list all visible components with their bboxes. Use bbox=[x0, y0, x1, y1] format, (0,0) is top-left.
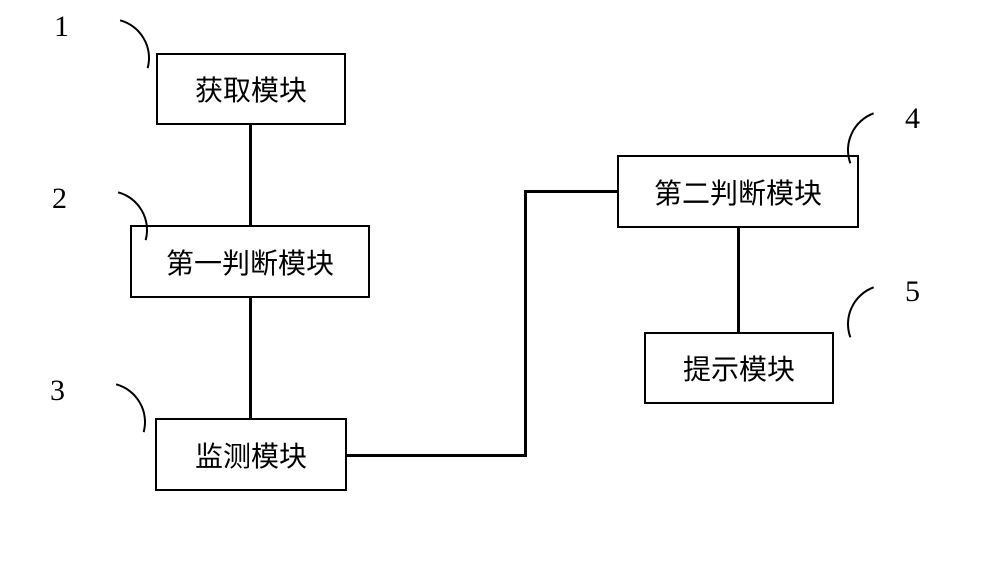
node2-number: 2 bbox=[52, 182, 67, 216]
edge-4 bbox=[524, 190, 527, 457]
node1-number: 1 bbox=[54, 10, 69, 44]
edge-5 bbox=[524, 190, 617, 193]
node2-box: 第一判断模块 bbox=[130, 225, 370, 298]
node4-label: 第二判断模块 bbox=[654, 172, 822, 212]
node3-label: 监测模块 bbox=[195, 435, 307, 475]
edge-3 bbox=[347, 454, 527, 457]
edge-2 bbox=[737, 228, 740, 332]
node1-box: 获取模块 bbox=[156, 53, 346, 125]
node3-arc bbox=[51, 367, 160, 476]
node5-arc bbox=[834, 271, 940, 377]
edge-1 bbox=[249, 298, 252, 418]
node1-label: 获取模块 bbox=[195, 69, 307, 109]
node1-arc bbox=[55, 3, 164, 112]
node5-box: 提示模块 bbox=[644, 332, 834, 404]
node3-box: 监测模块 bbox=[155, 418, 347, 491]
node5-label: 提示模块 bbox=[683, 348, 795, 388]
node2-label: 第一判断模块 bbox=[166, 242, 334, 282]
node4-box: 第二判断模块 bbox=[617, 155, 859, 228]
node3-number: 3 bbox=[50, 374, 65, 408]
edge-0 bbox=[249, 125, 252, 225]
